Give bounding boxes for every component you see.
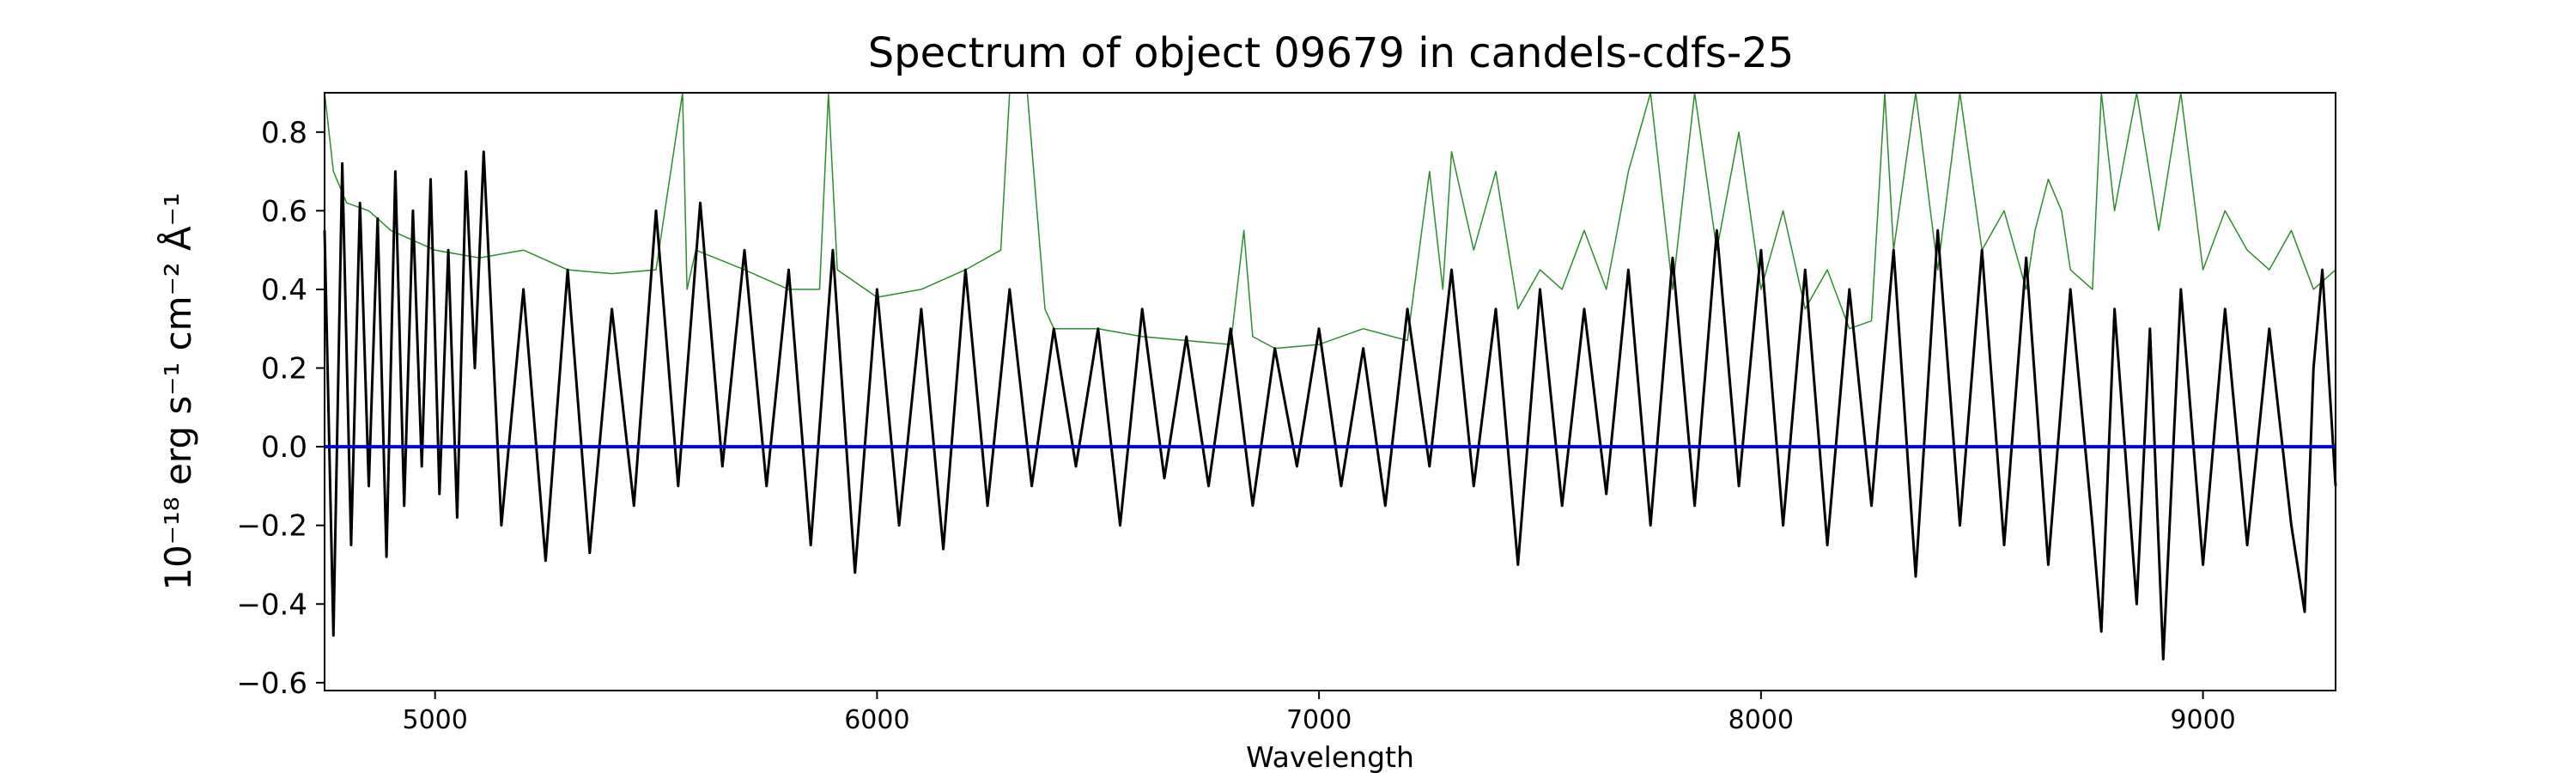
x-tick-label: 6000 — [844, 705, 909, 735]
y-tick-label: 0.2 — [261, 352, 307, 386]
plot-frame — [324, 92, 2336, 691]
x-tick-label: 9000 — [2170, 705, 2235, 735]
x-axis: 5000 6000 7000 8000 9000 — [403, 691, 2236, 735]
chart-title: Spectrum of object 09679 in candels-cdfs… — [868, 29, 1795, 77]
y-tick-label: −0.2 — [236, 509, 307, 544]
x-tick-label: 5000 — [403, 705, 468, 735]
y-tick-label: 0.8 — [261, 116, 307, 150]
y-tick-label: −0.6 — [236, 666, 307, 701]
x-axis-label: Wavelength — [1246, 740, 1414, 773]
series-layer — [323, 92, 2337, 660]
y-tick-label: 0.4 — [261, 273, 307, 307]
x-tick-label: 8000 — [1728, 705, 1794, 735]
y-tick-label: 0.0 — [261, 430, 307, 465]
y-tick-label: 0.6 — [261, 194, 307, 228]
flux-series-line — [323, 150, 2337, 660]
y-axis: −0.6 −0.4 −0.2 0.0 0.2 0.4 0.6 0.8 — [236, 116, 325, 701]
y-axis-label: 10⁻¹⁸ erg s⁻¹ cm⁻² Å⁻¹ — [156, 192, 199, 590]
y-tick-label: −0.4 — [236, 587, 307, 622]
x-tick-label: 7000 — [1286, 705, 1352, 735]
noise-series-line — [324, 92, 2336, 350]
